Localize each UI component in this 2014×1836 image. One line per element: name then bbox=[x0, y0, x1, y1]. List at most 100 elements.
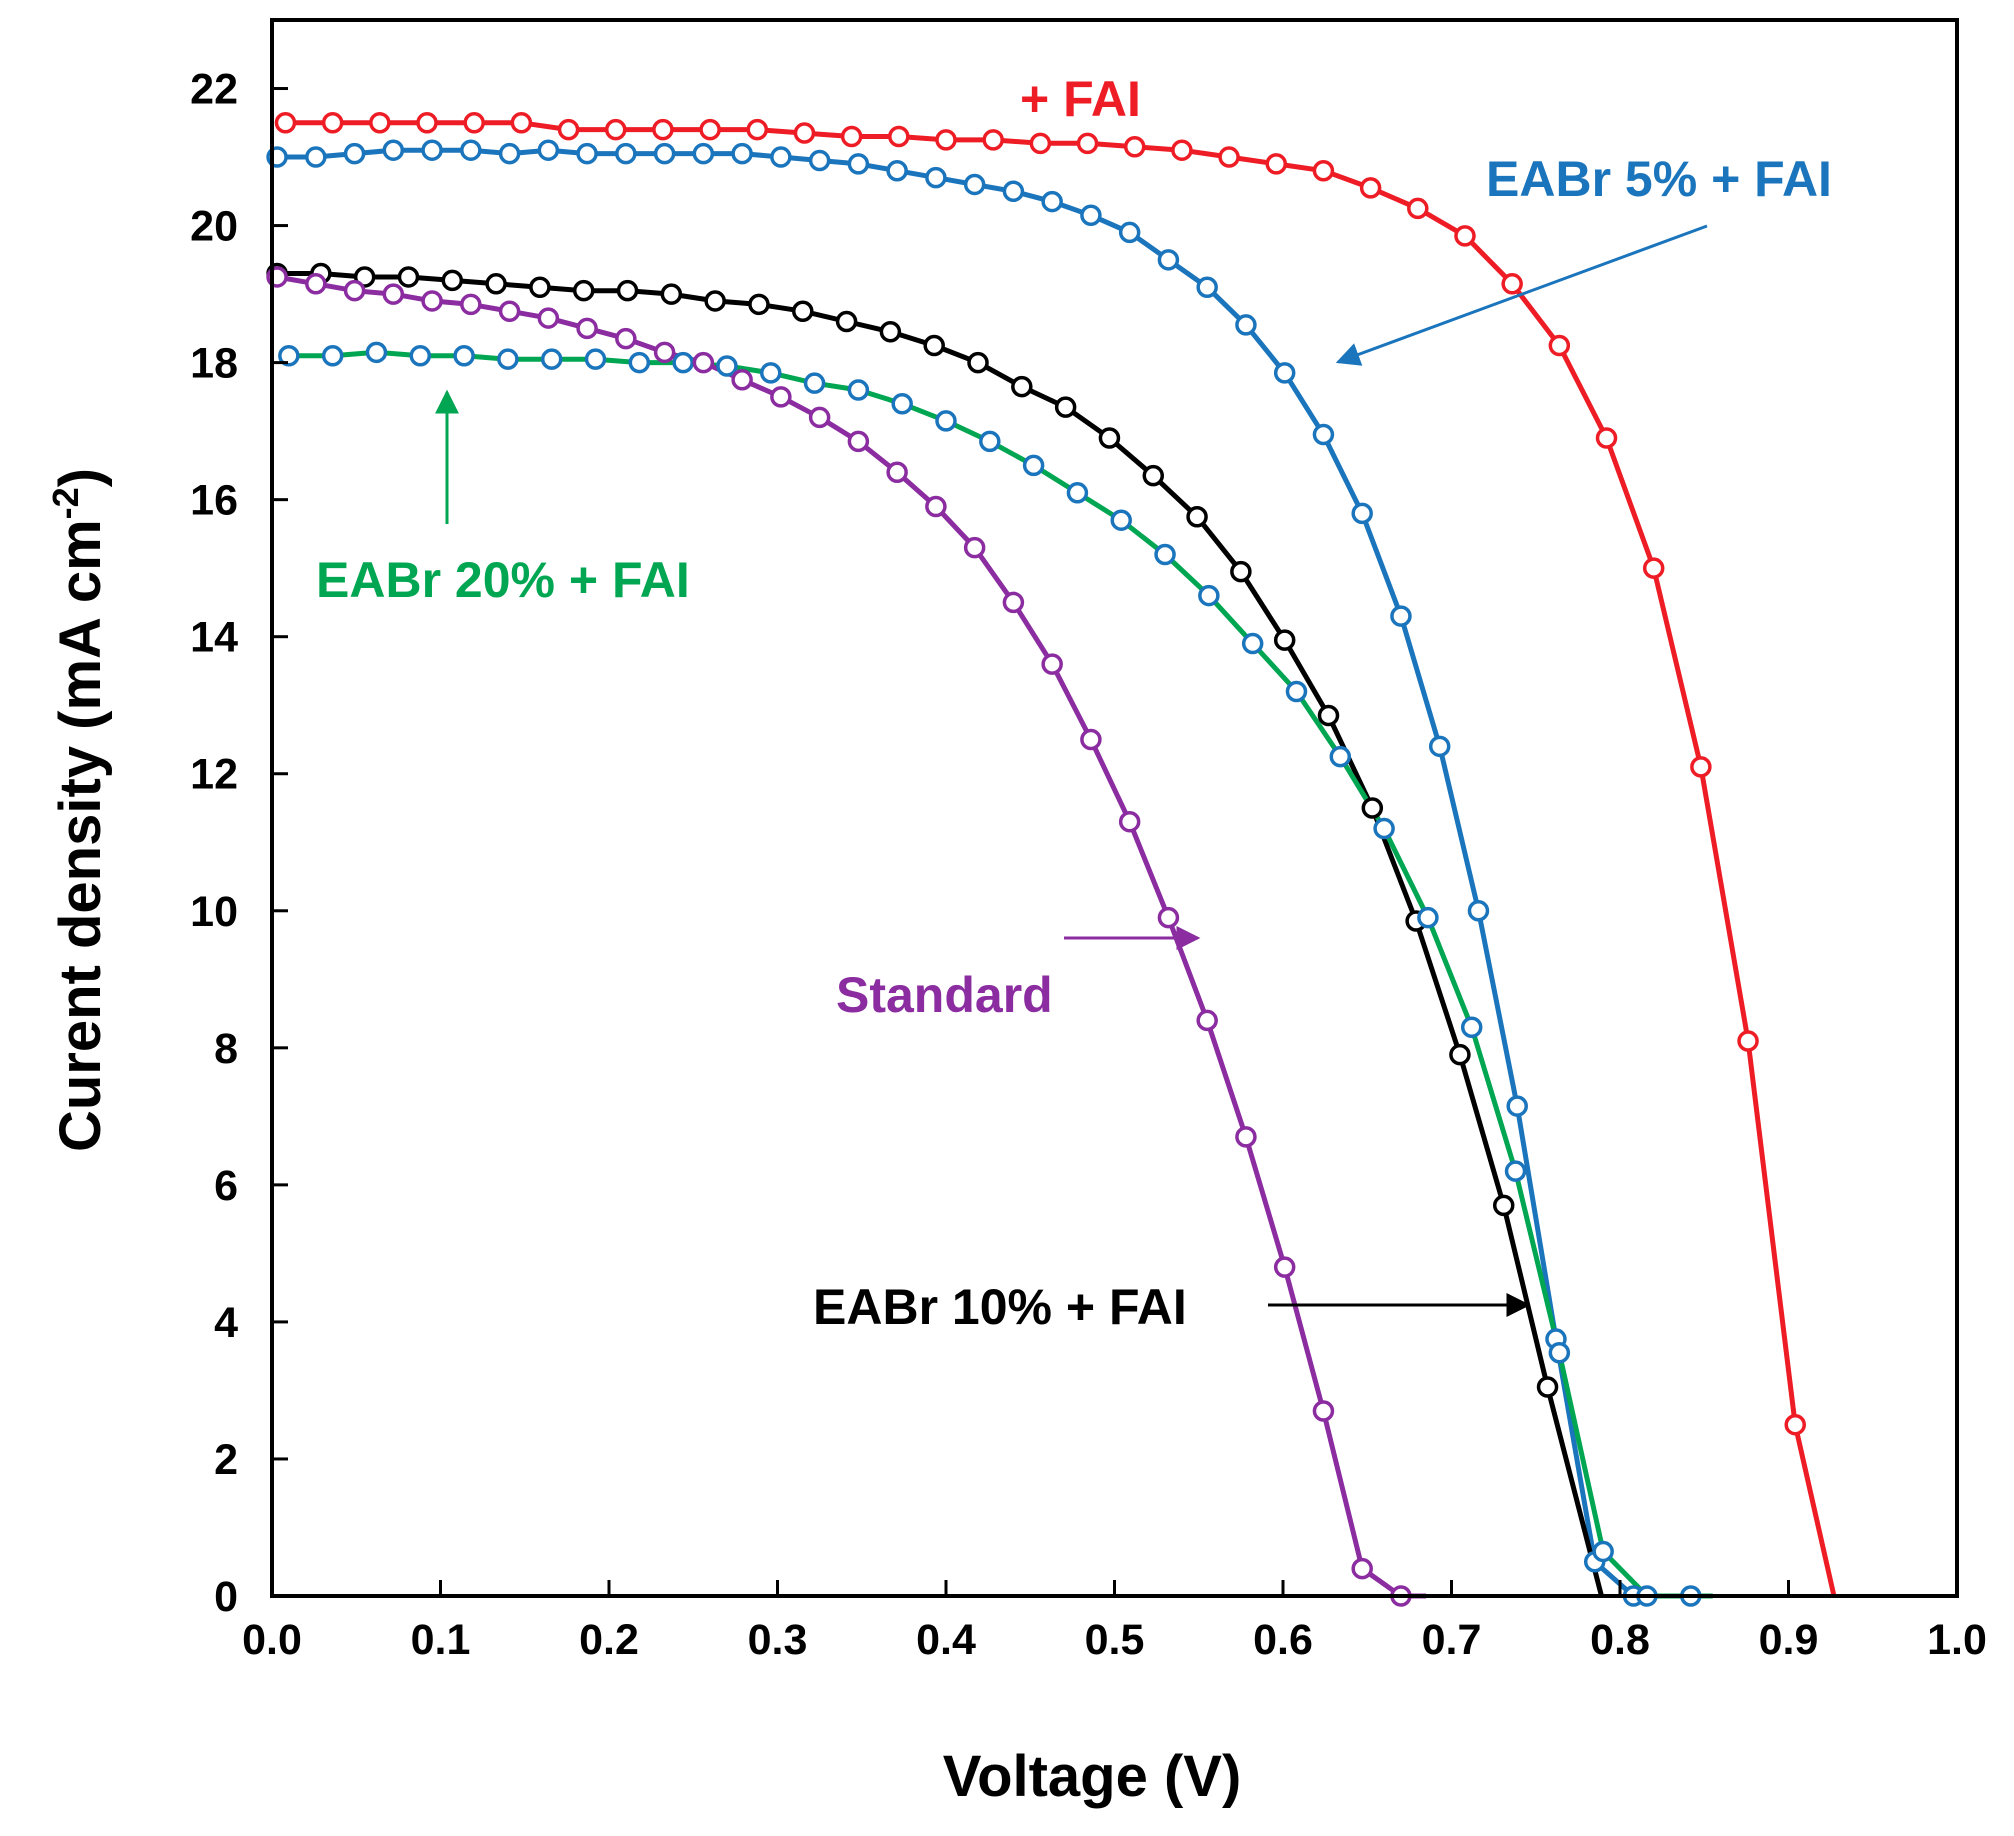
data-point bbox=[278, 345, 300, 367]
data-point bbox=[888, 125, 910, 148]
data-point bbox=[628, 351, 651, 374]
data-point bbox=[416, 112, 438, 134]
data-point bbox=[963, 536, 986, 559]
y-tick-label: 12 bbox=[190, 751, 238, 799]
y-tick-label: 10 bbox=[190, 888, 238, 936]
data-point bbox=[935, 410, 957, 432]
data-point bbox=[540, 348, 563, 370]
data-point bbox=[847, 379, 870, 401]
data-point bbox=[1592, 1540, 1614, 1563]
x-tick-label: 0.0 bbox=[242, 1616, 302, 1664]
data-point bbox=[1041, 190, 1063, 213]
data-point bbox=[891, 392, 913, 415]
data-point bbox=[397, 266, 420, 288]
data-point bbox=[1235, 314, 1257, 336]
data-point bbox=[1492, 1194, 1515, 1217]
data-point bbox=[1317, 704, 1340, 727]
data-point bbox=[770, 146, 792, 168]
data-point bbox=[1642, 557, 1665, 579]
data-point bbox=[1186, 506, 1208, 528]
data-point bbox=[1784, 1413, 1806, 1436]
data-point bbox=[1407, 197, 1429, 220]
data-point bbox=[963, 173, 986, 196]
y-axis-title-end: ) bbox=[48, 468, 113, 487]
data-point bbox=[793, 122, 816, 144]
data-point bbox=[305, 273, 327, 295]
annotation-eabr10: EABr 10% + FAI bbox=[813, 1279, 1187, 1335]
data-point bbox=[353, 266, 376, 288]
data-point bbox=[879, 321, 902, 343]
data-point bbox=[274, 112, 297, 134]
data-point bbox=[1359, 177, 1382, 199]
data-point bbox=[1218, 146, 1240, 168]
data-point bbox=[557, 118, 580, 141]
data-point bbox=[808, 149, 831, 172]
data-point bbox=[835, 310, 858, 333]
data-point bbox=[923, 334, 945, 357]
data-point bbox=[321, 345, 344, 367]
data-point bbox=[653, 142, 676, 165]
data-point bbox=[1157, 906, 1180, 929]
data-point bbox=[1041, 653, 1063, 675]
series-line-3 bbox=[288, 349, 1713, 1599]
data-point bbox=[1737, 1030, 1759, 1052]
data-point bbox=[382, 283, 405, 305]
data-point bbox=[1154, 543, 1176, 566]
data-point bbox=[1230, 560, 1252, 583]
data-point bbox=[616, 279, 639, 302]
data-point bbox=[1196, 276, 1218, 298]
x-tick-label: 1.0 bbox=[1927, 1616, 1987, 1664]
data-point bbox=[1196, 1009, 1218, 1032]
data-point bbox=[1118, 221, 1141, 244]
y-tick-label: 4 bbox=[214, 1299, 238, 1347]
data-point bbox=[1506, 1095, 1528, 1117]
data-point bbox=[576, 317, 598, 340]
series-line-0 bbox=[285, 120, 1837, 1597]
data-point bbox=[1460, 1016, 1483, 1039]
data-point bbox=[537, 139, 560, 161]
data-point bbox=[453, 345, 475, 367]
y-tick-label: 6 bbox=[214, 1162, 238, 1210]
data-point bbox=[615, 142, 637, 165]
x-tick-label: 0.3 bbox=[748, 1616, 808, 1664]
data-point bbox=[1312, 1400, 1335, 1422]
data-point bbox=[1076, 132, 1099, 155]
data-point bbox=[1361, 797, 1384, 819]
data-point bbox=[1351, 502, 1373, 525]
data-point bbox=[886, 461, 908, 483]
data-point bbox=[1273, 1256, 1296, 1278]
data-point bbox=[604, 118, 627, 141]
data-point bbox=[925, 495, 947, 518]
data-point bbox=[1351, 1557, 1373, 1580]
data-point bbox=[1110, 509, 1132, 531]
data-point bbox=[485, 273, 507, 295]
data-point bbox=[572, 279, 595, 302]
data-point bbox=[840, 125, 863, 148]
ticks-layer: 0.0 0.1 0.2 0.3 0.4 0.5 0.6 0.7 0.8 0.9 1.0 0 2 4 6 8 10… bbox=[190, 66, 1987, 1664]
data-point bbox=[1265, 153, 1288, 175]
data-point bbox=[615, 327, 637, 350]
data-point bbox=[1157, 249, 1180, 271]
data-point bbox=[731, 368, 753, 391]
data-point bbox=[1171, 139, 1193, 161]
data-point bbox=[748, 293, 770, 316]
data-point bbox=[760, 362, 782, 384]
data-point bbox=[652, 118, 674, 141]
data-point bbox=[1123, 136, 1146, 158]
data-point bbox=[305, 146, 327, 168]
data-point bbox=[803, 372, 826, 394]
data-point bbox=[1501, 273, 1523, 295]
data-point bbox=[1273, 362, 1296, 384]
annotation-eabr5: EABr 5% + FAI bbox=[1486, 151, 1832, 207]
data-point bbox=[1417, 906, 1439, 929]
data-point bbox=[460, 293, 482, 316]
y-axis-title-sup: -2 bbox=[45, 487, 86, 519]
arrow-eabr5 bbox=[1335, 224, 1708, 366]
x-tick-label: 0.8 bbox=[1590, 1616, 1650, 1664]
data-point bbox=[746, 118, 769, 141]
data-point bbox=[460, 139, 482, 161]
data-point bbox=[1390, 605, 1412, 627]
data-point bbox=[498, 142, 521, 165]
data-point bbox=[441, 269, 464, 292]
data-point bbox=[1504, 1160, 1527, 1182]
